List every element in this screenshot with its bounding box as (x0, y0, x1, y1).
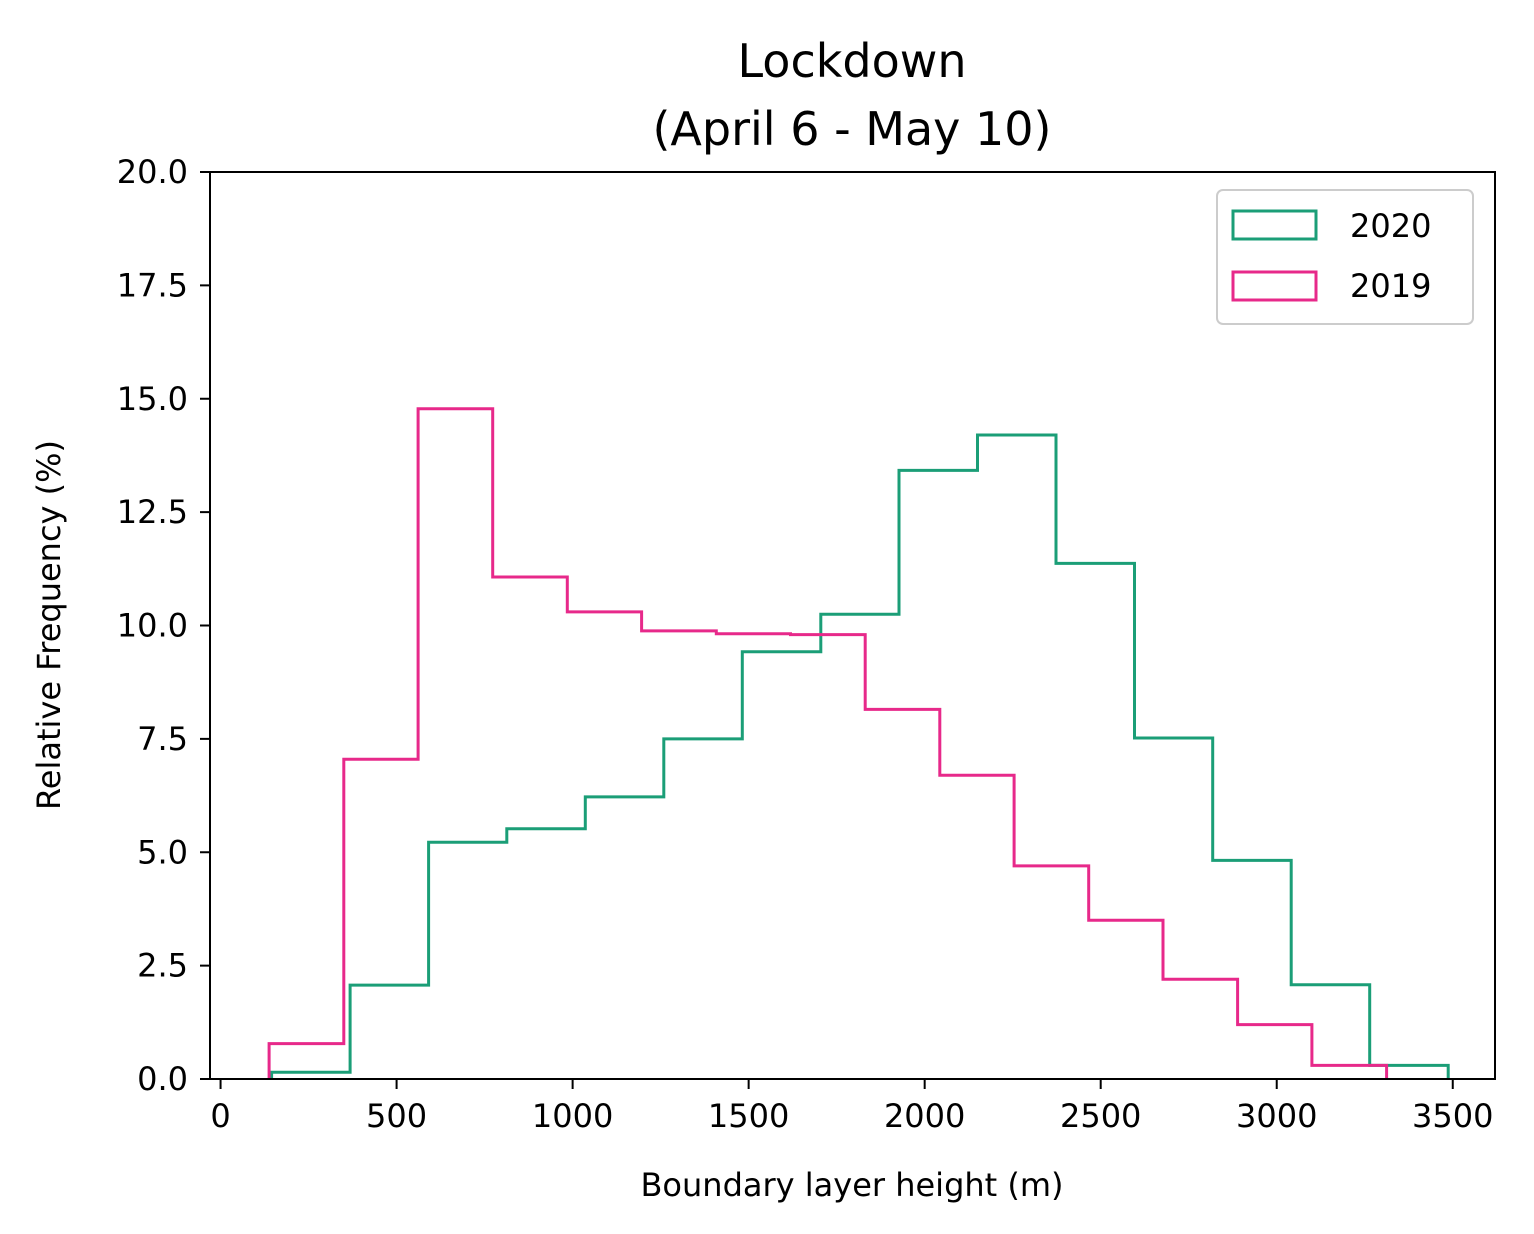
legend-swatch-2019 (1231, 270, 1318, 302)
y-tick-label: 7.5 (137, 720, 188, 758)
y-tick-label: 20.0 (117, 153, 188, 191)
y-tick-label: 2.5 (137, 947, 188, 985)
legend-label-2020: 2020 (1350, 207, 1431, 245)
x-tick-label: 1500 (708, 1097, 789, 1135)
y-tick-label: 5.0 (137, 833, 188, 871)
x-tick-label: 0 (210, 1097, 230, 1135)
x-axis-ticks: 0 500 1000 1500 2000 2500 3000 3500 (210, 1079, 1493, 1135)
legend-label-2019: 2019 (1350, 267, 1431, 305)
y-axis-ticks: 0.0 2.5 5.0 7.5 10.0 12.5 15.0 17.5 20.0 (117, 153, 210, 1098)
x-tick-label: 3500 (1412, 1097, 1493, 1135)
x-tick-label: 2000 (884, 1097, 965, 1135)
x-tick-label: 2500 (1060, 1097, 1141, 1135)
series-2019-outline (267, 407, 1389, 1079)
x-tick-label: 1000 (532, 1097, 613, 1135)
plot-area-frame (209, 171, 1496, 1080)
y-tick-label: 0.0 (137, 1060, 188, 1098)
y-tick-label: 17.5 (117, 266, 188, 304)
legend: 2020 2019 (1216, 189, 1474, 325)
series-layer (267, 407, 1450, 1079)
x-tick-label: 500 (366, 1097, 427, 1135)
x-axis-label: Boundary layer height (m) (640, 1166, 1063, 1204)
y-tick-label: 10.0 (117, 607, 188, 645)
x-tick-label: 3000 (1236, 1097, 1317, 1135)
legend-box (1216, 189, 1474, 325)
legend-swatch-2020 (1231, 209, 1318, 241)
y-axis-label: Relative Frequency (%) (30, 440, 68, 810)
chart-title-line-1: Lockdown (737, 34, 966, 88)
series-2020-outline (270, 433, 1450, 1079)
y-tick-label: 12.5 (117, 493, 188, 531)
chart-title-line-2: (April 6 - May 10) (652, 102, 1051, 156)
y-tick-label: 15.0 (117, 380, 188, 418)
